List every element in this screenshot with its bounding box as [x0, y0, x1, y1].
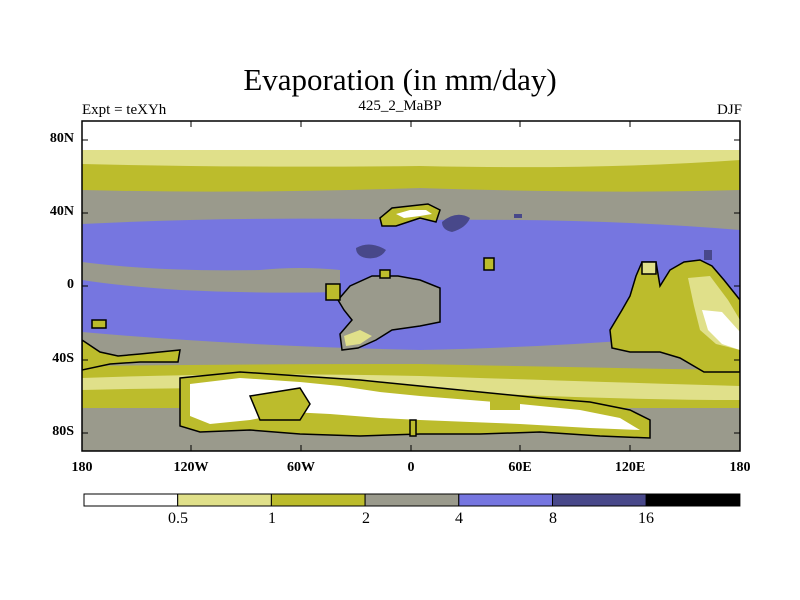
colorbar-label-0-5: 0.5 [168, 510, 188, 527]
east-dark-patch [704, 250, 712, 260]
lon-label-120e: 120E [614, 460, 646, 475]
west-island [91, 319, 107, 329]
lon-label-60e: 60E [508, 460, 532, 475]
equator-island-3 [379, 269, 391, 279]
lat-label-80n: 80N [49, 131, 74, 146]
equator-continent-olive [344, 330, 372, 346]
colorbar [83, 493, 741, 507]
experiment-label: Expt = teXYh [82, 102, 167, 118]
band-tropic-grey-strip [82, 262, 340, 293]
lon-label-180e: 180 [729, 460, 751, 475]
map-ticks [82, 121, 740, 451]
band-south-grey [82, 330, 740, 372]
east-island [641, 261, 657, 275]
lon-label-120w: 120W [173, 460, 209, 475]
lat-label-0: 0 [67, 277, 74, 292]
lon-label-0: 0 [407, 460, 415, 475]
south-continent-olive-patch [248, 387, 311, 421]
colorbar-swatch [364, 493, 460, 507]
north-continent-core [396, 210, 432, 218]
south-island [409, 419, 417, 437]
colorbar-swatch [645, 493, 741, 507]
colorbar-label-2: 2 [362, 510, 370, 527]
colorbar-swatch [552, 493, 647, 507]
north-blob-dark-3 [514, 214, 522, 218]
season-label: DJF [716, 102, 742, 118]
equator-island [325, 283, 341, 301]
east-continent-white [702, 310, 740, 350]
south-continent-olive-patch-2 [490, 398, 520, 410]
colorbar-label-1: 1 [268, 510, 276, 527]
west-coast-land [82, 339, 181, 371]
period-label: 425_2_MaBP [358, 98, 442, 114]
lon-label-180w: 180 [71, 460, 93, 475]
evaporation-field [82, 121, 740, 451]
lat-label-40s: 40S [52, 351, 74, 366]
colorbar-swatch [458, 493, 553, 507]
equator-island-2 [483, 257, 495, 271]
colorbar-label-16: 16 [638, 510, 654, 527]
lon-label-60w: 60W [287, 460, 315, 475]
lat-label-40n: 40N [49, 204, 74, 219]
map-title: Evaporation (in mm/day) [243, 62, 557, 97]
north-blob-dark-1 [442, 214, 470, 232]
lat-label-80s: 80S [52, 424, 74, 439]
band-north-olive [82, 160, 740, 194]
band-north-light [82, 150, 740, 170]
colorbar-label-4: 4 [455, 510, 463, 527]
north-blob-dark-2 [356, 244, 386, 259]
colorbar-swatch [270, 493, 366, 507]
colorbar-swatch [83, 493, 179, 507]
colorbar-swatch [177, 493, 272, 507]
colorbar-label-8: 8 [549, 510, 557, 527]
